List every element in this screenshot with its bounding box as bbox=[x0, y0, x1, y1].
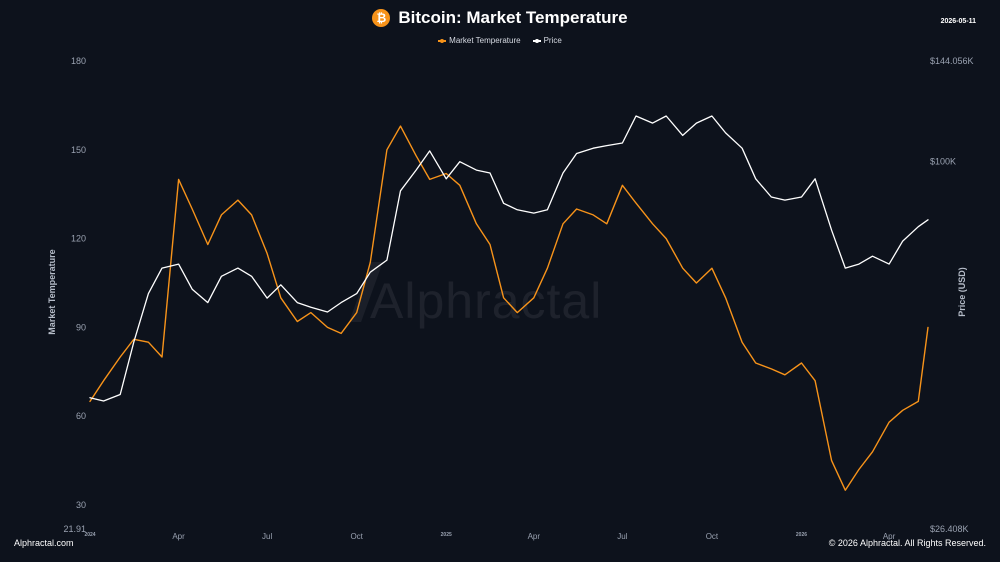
x-tick-label: Jul bbox=[617, 532, 627, 541]
x-tick-label: Apr bbox=[172, 532, 185, 541]
legend-item-price[interactable]: Price bbox=[532, 36, 562, 45]
chart-title-row: ₿ Bitcoin: Market Temperature bbox=[0, 8, 1000, 28]
y-left-axis: 180 150 120 90 60 30 21.91 bbox=[63, 56, 86, 534]
x-tick-label: Oct bbox=[706, 532, 719, 541]
x-tick-label: 2026 bbox=[796, 532, 807, 538]
series-line-price[interactable] bbox=[89, 115, 929, 402]
y-left-tick-label: 180 bbox=[71, 56, 86, 66]
y-left-tick-label: 60 bbox=[76, 411, 86, 421]
x-tick-label: Apr bbox=[528, 532, 541, 541]
y-right-axis-title: Price (USD) bbox=[957, 267, 967, 317]
x-tick-label: Jul bbox=[262, 532, 272, 541]
date-stamp: 2026-05-11 bbox=[940, 18, 976, 25]
legend-swatch-temperature bbox=[438, 38, 447, 43]
legend-swatch-price bbox=[532, 38, 541, 43]
y-left-tick-label: 150 bbox=[71, 145, 86, 155]
x-axis: 2024 Apr Jul Oct 2025 Apr Jul Oct 2026 Apr bbox=[84, 532, 895, 541]
x-tick-label: 2024 bbox=[84, 532, 95, 538]
y-left-axis-title: Market Temperature bbox=[47, 249, 57, 334]
x-tick-label: Apr bbox=[883, 532, 896, 541]
x-tick-label: Oct bbox=[350, 532, 363, 541]
watermark: Alphractal bbox=[370, 273, 603, 329]
footer-site[interactable]: Alphractal.com bbox=[14, 538, 74, 548]
chart-title: Bitcoin: Market Temperature bbox=[398, 8, 628, 27]
footer-copyright: © 2026 Alphractal. All Rights Reserved. bbox=[828, 538, 986, 548]
y-left-tick-label: 120 bbox=[71, 234, 86, 244]
y-right-tick-label: $26.408K bbox=[930, 524, 969, 534]
legend-label-temperature: Market Temperature bbox=[449, 36, 521, 45]
bitcoin-icon: ₿ bbox=[372, 9, 391, 27]
y-right-axis: $144.056K $100K $26.408K bbox=[930, 56, 974, 534]
legend: Market Temperature Price bbox=[0, 36, 1000, 45]
y-right-tick-label: $144.056K bbox=[930, 56, 974, 66]
series-layer bbox=[89, 115, 929, 491]
legend-label-price: Price bbox=[543, 36, 562, 45]
y-right-tick-label: $100K bbox=[930, 157, 956, 167]
x-tick-label: 2025 bbox=[441, 532, 452, 538]
legend-item-temperature[interactable]: Market Temperature bbox=[438, 36, 521, 45]
series-line-temperature[interactable] bbox=[89, 125, 929, 491]
y-left-tick-label: 90 bbox=[76, 322, 86, 332]
y-left-tick-label: 21.91 bbox=[63, 524, 86, 534]
y-left-tick-label: 30 bbox=[76, 500, 86, 510]
